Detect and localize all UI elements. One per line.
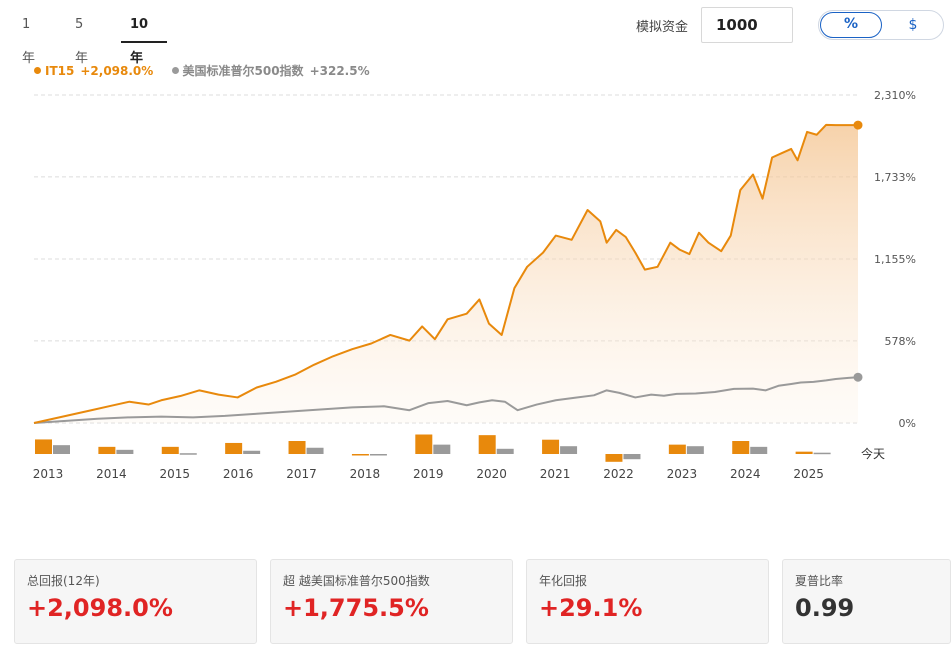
performance-chart: 0% 578% 1,155% 1,733% 2,310% 2013 2014 2015 2016… <box>33 89 916 481</box>
annual-bar-it15 <box>732 441 750 454</box>
annual-bar-sp500 <box>433 444 451 454</box>
legend-dot-icon <box>171 67 179 74</box>
annual-bar-it15 <box>351 454 369 456</box>
stat-card-annualized-return: 年化回报 +29.1% <box>526 559 769 644</box>
percent-toggle-button[interactable]: % <box>820 12 882 38</box>
legend-item-sp500[interactable]: 美国标准普尔500指数 +322.5% <box>171 64 370 78</box>
dollar-toggle-button[interactable]: $ <box>908 17 918 33</box>
x-year-label: 2013 <box>33 467 64 481</box>
annual-bar-sp500 <box>560 446 578 454</box>
chart-legend: IT15 +2,098.0% 美国标准普尔500指数 +322.5% <box>34 62 370 79</box>
stat-value: +2,098.0% <box>27 594 173 622</box>
stat-value: +29.1% <box>539 594 643 622</box>
sp500-line-end-marker <box>853 372 863 382</box>
it15-area <box>34 124 858 423</box>
active-tab-indicator <box>121 41 167 43</box>
legend-name: 美国标准普尔500指数 <box>182 64 304 78</box>
annual-bar-sp500 <box>53 445 70 454</box>
annual-bar-sp500 <box>116 449 134 454</box>
x-year-label: 2016 <box>223 467 254 481</box>
x-year-label: 2021 <box>540 467 571 481</box>
simulation-capital-input[interactable] <box>701 7 793 43</box>
y-tick-label: 2,310% <box>874 89 916 102</box>
x-year-label: 2018 <box>350 467 381 481</box>
sp500-line <box>33 376 859 424</box>
stat-label: 超 越美国标准普尔500指数 <box>283 574 430 588</box>
annual-bar-it15 <box>98 446 116 454</box>
annual-bar-it15 <box>415 434 433 454</box>
annual-bar-sp500 <box>750 446 768 454</box>
x-year-label: 2017 <box>286 467 317 481</box>
stat-value: 0.99 <box>795 594 855 622</box>
annual-bar-sp500 <box>813 452 831 455</box>
it15-line <box>33 123 858 424</box>
simulation-capital-label: 模拟资金 <box>636 20 689 35</box>
annual-bar-it15 <box>225 442 243 454</box>
annual-bar-it15 <box>288 441 306 454</box>
legend-dot-icon <box>34 67 41 74</box>
it15-line-end-marker <box>853 120 863 130</box>
annual-bar-sp500 <box>369 454 387 456</box>
annual-bar-sp500 <box>496 448 514 454</box>
y-tick-label: 1,155% <box>874 253 916 266</box>
x-year-label: 2019 <box>413 467 444 481</box>
stat-label: 夏普比率 <box>795 574 844 588</box>
x-year-label: 2022 <box>603 467 634 481</box>
x-year-label: 2020 <box>476 467 507 481</box>
legend-item-it15[interactable]: IT15 +2,098.0% <box>34 64 158 78</box>
annual-bar-sp500 <box>686 446 704 454</box>
x-year-label: 2014 <box>96 467 127 481</box>
x-year-label: 2023 <box>667 467 698 481</box>
tab-1y[interactable]: 1年 <box>22 17 36 66</box>
annual-bar-it15 <box>605 454 623 462</box>
stat-value: +1,775.5% <box>283 594 429 622</box>
x-year-label: 2025 <box>793 467 824 481</box>
y-tick-label: 0% <box>899 417 916 430</box>
annual-bar-sp500 <box>179 453 197 455</box>
tab-5y[interactable]: 5年 <box>75 17 89 66</box>
annual-bar-it15 <box>478 435 496 454</box>
stat-label: 总回报(12年) <box>27 574 100 588</box>
y-tick-label: 578% <box>885 335 916 348</box>
annual-bar-it15 <box>668 444 686 454</box>
tab-10y[interactable]: 10年 <box>130 17 149 66</box>
annual-bar-sp500 <box>306 447 324 454</box>
annual-bar-sp500 <box>243 450 261 454</box>
annual-bar-it15 <box>35 439 52 454</box>
stat-card-total-return: 总回报(12年) +2,098.0% <box>14 559 257 644</box>
stat-label: 年化回报 <box>539 574 588 588</box>
annual-bar-it15 <box>161 446 179 454</box>
stat-card-outperformance: 超 越美国标准普尔500指数 +1,775.5% <box>270 559 513 644</box>
legend-name: IT15 <box>45 64 75 78</box>
x-year-label: 2024 <box>730 467 761 481</box>
legend-value: +2,098.0% <box>80 64 154 78</box>
annual-bar-sp500 <box>623 454 641 460</box>
unit-toggle: % $ <box>818 10 944 40</box>
legend-value: +322.5% <box>309 64 370 78</box>
annual-bar-it15 <box>795 451 813 454</box>
x-year-label: 2015 <box>159 467 190 481</box>
today-label: 今天 <box>861 446 885 461</box>
annual-bar-it15 <box>542 439 560 454</box>
stat-card-sharpe-ratio: 夏普比率 0.99 <box>782 559 951 644</box>
y-tick-label: 1,733% <box>874 171 916 184</box>
